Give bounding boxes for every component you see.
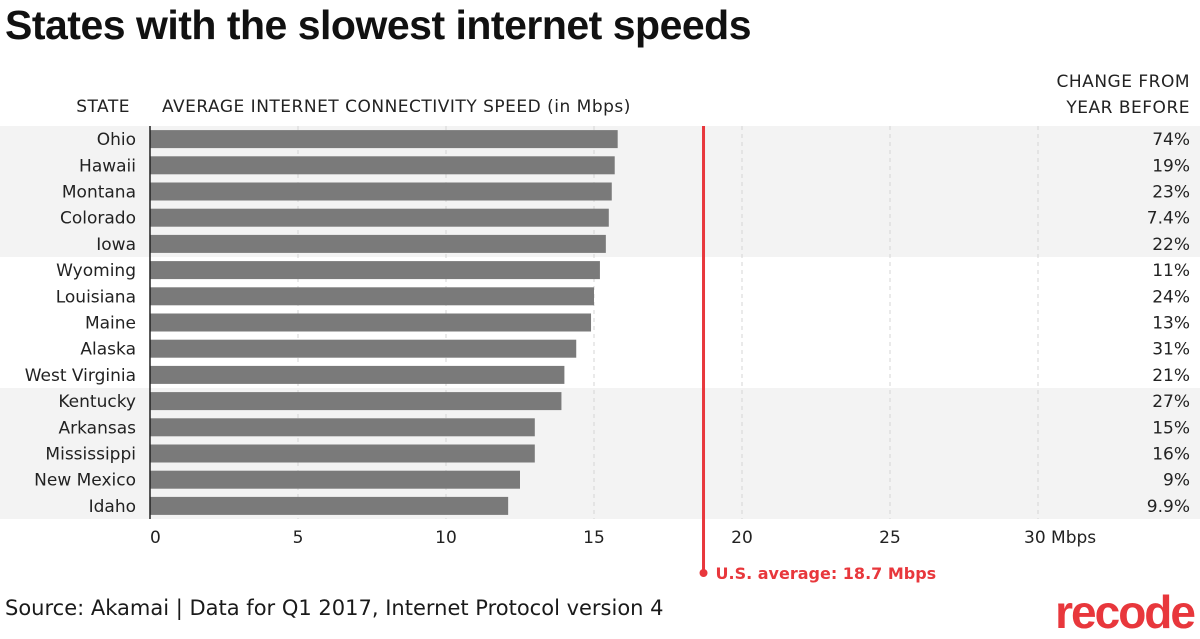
- x-tick-label: 25: [879, 528, 901, 548]
- recode-logo: recode: [1055, 586, 1196, 638]
- chart-title: States with the slowest internet speeds: [5, 2, 752, 48]
- x-tick-label: 10: [435, 528, 457, 548]
- state-label: New Mexico: [34, 471, 136, 491]
- bar-ohio: [150, 130, 618, 149]
- change-value: 19%: [1152, 156, 1190, 176]
- average-label: U.S. average: 18.7 Mbps: [716, 564, 937, 583]
- x-tick-label: 30 Mbps: [1024, 528, 1096, 548]
- change-value: 22%: [1152, 235, 1190, 255]
- state-label: Mississippi: [45, 445, 136, 465]
- state-label: West Virginia: [25, 366, 136, 386]
- state-label: Colorado: [60, 209, 136, 229]
- bar-hawaii: [150, 156, 615, 175]
- bar-alaska: [150, 339, 577, 358]
- change-value: 7.4%: [1147, 209, 1190, 229]
- bar-arkansas: [150, 418, 535, 437]
- bar-iowa: [150, 234, 606, 253]
- change-value: 15%: [1152, 418, 1190, 438]
- change-value: 27%: [1152, 392, 1190, 412]
- bar-wyoming: [150, 261, 600, 280]
- state-label: Louisiana: [56, 287, 136, 307]
- change-values: 74% 19% 23% 7.4% 22% 11% 24% 13% 31% 21% 27% 15% 16%…: [1147, 130, 1190, 517]
- bar-new-mexico: [150, 470, 520, 489]
- bar-west-virginia: [150, 365, 565, 384]
- state-column-header: STATE: [76, 97, 130, 117]
- bar-colorado: [150, 208, 609, 227]
- change-value: 31%: [1152, 340, 1190, 360]
- x-axis: 0 5 10 15 20 25 30 Mbps: [149, 126, 1096, 548]
- bar-maine: [150, 313, 592, 332]
- state-label: Alaska: [80, 340, 136, 360]
- change-value: 16%: [1152, 445, 1190, 465]
- state-labels: Ohio Hawaii Montana Colorado Iowa Wyoming Loui…: [25, 130, 136, 517]
- bars: [150, 130, 618, 515]
- change-value: 24%: [1152, 287, 1190, 307]
- change-value: 9%: [1163, 471, 1190, 491]
- bar-idaho: [150, 496, 509, 515]
- change-value: 11%: [1152, 261, 1190, 281]
- change-value: 9.9%: [1147, 497, 1190, 517]
- state-label: Wyoming: [56, 261, 136, 281]
- state-label: Montana: [62, 183, 136, 203]
- state-label: Kentucky: [58, 392, 136, 412]
- change-header-line-2: YEAR BEFORE: [1065, 98, 1190, 118]
- change-value: 23%: [1152, 183, 1190, 203]
- us-average-marker: U.S. average: 18.7 Mbps: [699, 126, 937, 583]
- state-label: Iowa: [96, 235, 136, 255]
- state-label: Arkansas: [59, 418, 137, 438]
- bar-montana: [150, 182, 612, 201]
- x-tick-label: 20: [731, 528, 753, 548]
- state-label: Hawaii: [79, 156, 136, 176]
- change-value: 21%: [1152, 366, 1190, 386]
- change-value: 74%: [1152, 130, 1190, 150]
- state-label: Idaho: [89, 497, 136, 517]
- source-note: Source: Akamai | Data for Q1 2017, Inter…: [5, 596, 664, 620]
- x-tick-label: 15: [583, 528, 605, 548]
- state-label: Ohio: [97, 130, 136, 150]
- change-value: 13%: [1152, 314, 1190, 334]
- x-tick-label: 5: [293, 528, 304, 548]
- bar-kentucky: [150, 392, 562, 411]
- change-header-line-1: CHANGE FROM: [1057, 72, 1190, 92]
- x-axis-label: AVERAGE INTERNET CONNECTIVITY SPEED (in …: [162, 97, 631, 117]
- bar-louisiana: [150, 287, 594, 306]
- bar-mississippi: [150, 444, 535, 463]
- x-tick-label: 0: [150, 528, 161, 548]
- average-dot: [699, 569, 708, 577]
- state-label: Maine: [85, 314, 136, 334]
